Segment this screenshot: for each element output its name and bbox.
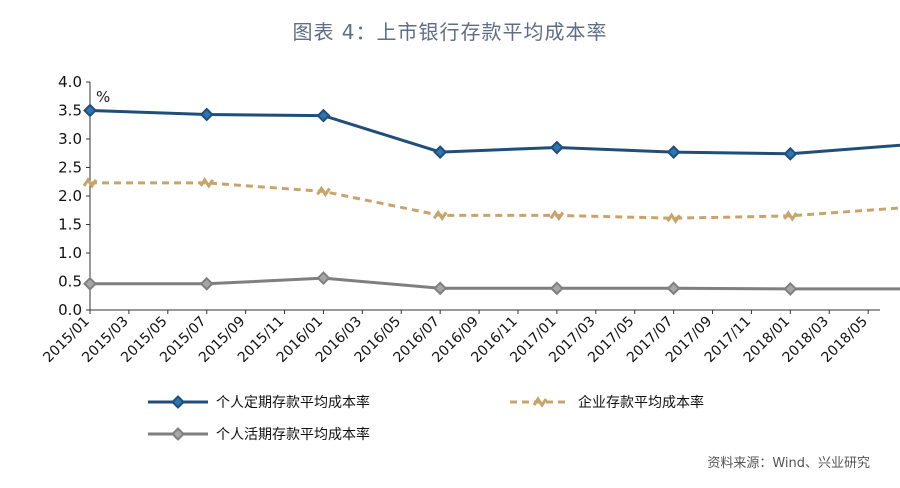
data-point-marker: [83, 276, 97, 291]
series-line: [90, 276, 900, 291]
series-layer: [82, 103, 900, 296]
axes: 0.00.51.01.52.02.53.03.54.02015/012015/0…: [40, 73, 880, 366]
y-tick-label: 1.0: [58, 244, 82, 262]
data-point-marker: [83, 103, 97, 118]
y-tick-label: 3.5: [58, 102, 82, 120]
data-point-marker: [316, 108, 331, 123]
data-point-marker: [549, 140, 564, 155]
legend-item-3: 个人活期存款平均成本率: [148, 426, 370, 443]
y-tick-label: 3.0: [58, 130, 82, 148]
y-tick-label: 0.5: [58, 273, 82, 291]
legend-item-2: 企业存款平均成本率: [510, 394, 704, 411]
y-tick-label: 0.0: [58, 301, 82, 319]
series-line: [89, 109, 900, 156]
data-point-marker: [433, 281, 448, 296]
data-point-marker: [666, 212, 681, 224]
data-point-marker: [199, 107, 214, 122]
data-point-marker: [783, 146, 798, 161]
data-point-marker: [783, 281, 798, 296]
y-tick-label: 2.0: [58, 187, 82, 205]
data-point-marker: [199, 177, 214, 189]
y-tick-label: 4.0: [58, 73, 82, 91]
legend-swatch-marker: [532, 396, 548, 408]
data-point-marker: [549, 209, 565, 222]
data-point-marker: [666, 145, 681, 160]
data-point-marker: [82, 177, 98, 189]
series-1: [83, 103, 900, 161]
legend-item-1: 个人定期存款平均成本率: [148, 394, 370, 411]
y-tick-label: 2.5: [58, 159, 82, 177]
data-point-marker: [783, 210, 798, 222]
y-unit-label: %: [96, 88, 111, 106]
data-point-marker: [199, 276, 214, 291]
legend-swatch-marker: [171, 395, 185, 409]
data-point-marker: [549, 281, 564, 296]
data-point-marker: [316, 271, 331, 285]
chart-title: 图表 4：上市银行存款平均成本率: [292, 20, 608, 44]
legend-label: 个人活期存款平均成本率: [216, 426, 370, 443]
legend-label: 企业存款平均成本率: [578, 394, 704, 411]
data-point-marker: [432, 209, 448, 222]
data-point-marker: [666, 281, 681, 296]
source-note: 资料来源：Wind、兴业研究: [707, 456, 870, 471]
series-line: [90, 181, 900, 220]
legend-swatch-marker: [171, 427, 185, 441]
series-2: [82, 177, 900, 224]
data-point-marker: [316, 185, 331, 198]
legend-label: 个人定期存款平均成本率: [216, 394, 370, 411]
series-3: [83, 271, 900, 296]
data-point-marker: [433, 145, 448, 160]
y-tick-label: 1.5: [58, 216, 82, 234]
